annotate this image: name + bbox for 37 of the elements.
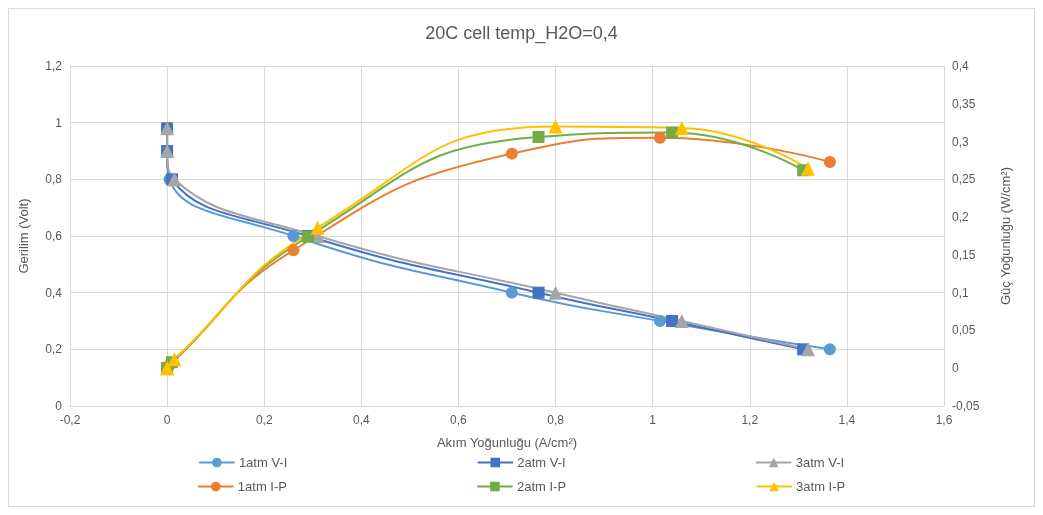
- y-tick-label: 0,8: [45, 172, 63, 187]
- y2-tick-label: 0,25: [952, 172, 976, 187]
- y2-tick-label: 0,05: [952, 323, 976, 338]
- legend-label: 3atm I-P: [796, 479, 846, 494]
- y-tick-label: 0,6: [45, 229, 63, 243]
- y2-tick-label: 0,4: [952, 59, 970, 73]
- x-tick-label: 0,2: [255, 413, 273, 427]
- x-tick-label: 0: [163, 413, 171, 427]
- y-tick-label: 0,2: [45, 342, 63, 357]
- y2-tick-label: 0,35: [952, 96, 976, 111]
- legend-label: 2atm I-P: [516, 479, 567, 494]
- legend-label: 3atm V-I: [795, 455, 845, 470]
- y-tick-label: 1: [55, 115, 63, 130]
- y2-tick-label: 0,1: [952, 285, 970, 300]
- y2-tick-label: 0,15: [952, 247, 976, 262]
- y2-tick-label: -0,05: [952, 399, 980, 413]
- x-tick-label: 0,4: [352, 413, 370, 427]
- x-tick-label: 0,6: [450, 413, 468, 427]
- y-tick-label: 1,2: [45, 59, 63, 73]
- y-axis-title: Gerilim (Volt): [16, 198, 31, 274]
- x-tick-label: 0,8: [547, 413, 565, 427]
- legend-label: 1atm I-P: [237, 479, 287, 494]
- x-tick-label: 1,2: [741, 413, 759, 427]
- y2-axis-title: Güç Yoğunluğu (W/cm²): [998, 166, 1013, 306]
- x-tick-label: 1,6: [935, 413, 953, 427]
- y2-tick-label: 0: [952, 361, 959, 376]
- y-tick-label: 0,4: [45, 285, 63, 300]
- legend-label: 2atm V-I: [517, 455, 566, 470]
- x-tick-label: 1: [649, 413, 657, 427]
- x-axis-title: Akım Yoğunluğu (A/cm²): [436, 435, 578, 450]
- y-tick-label: 0: [55, 399, 63, 413]
- y2-tick-label: 0,3: [952, 134, 970, 149]
- x-tick-label: 1,4: [838, 413, 856, 427]
- legend-label: 1atm V-I: [238, 455, 288, 470]
- y2-tick-label: 0,2: [952, 210, 970, 225]
- x-tick-label: -0,2: [59, 413, 81, 427]
- chart-title: 20C cell temp_H2O=0,4: [425, 23, 618, 44]
